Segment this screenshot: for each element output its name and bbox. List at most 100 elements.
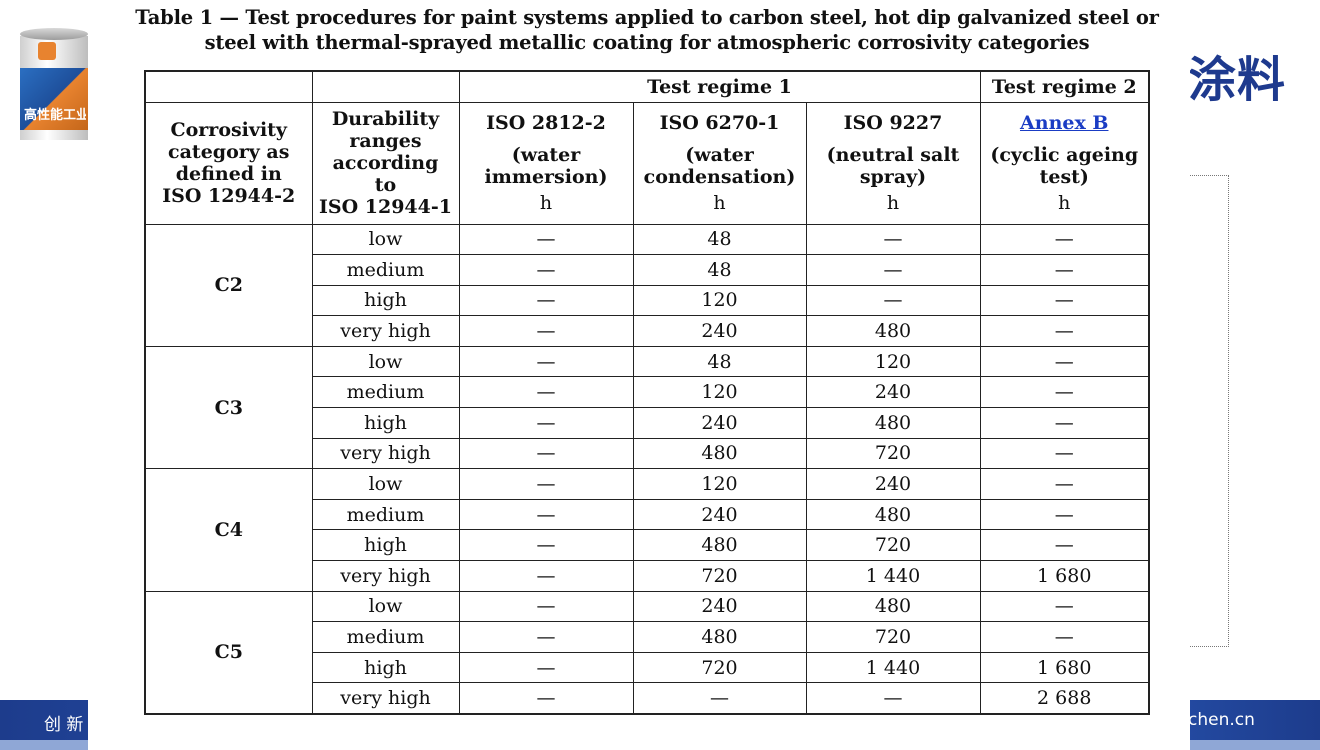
footer-left-text: 创 新	[44, 715, 84, 735]
table-row: C3 low —48 120—	[144, 345, 1150, 470]
iso-9227-cell: 480	[805, 498, 981, 531]
annex-b-cell: —	[979, 498, 1150, 531]
annex-b-header: Annex B (cyclic ageing test) h	[979, 101, 1150, 225]
table-row: high —480 720—	[145, 529, 1150, 562]
iso-2812-2-cell: —	[458, 468, 634, 500]
iso-9227-cell: 1 440	[805, 651, 981, 684]
durability-cell: high	[311, 407, 460, 439]
annex-b-cell: —	[979, 468, 1150, 500]
iso-2812-2-cell: —	[458, 437, 634, 470]
durability-cell: medium	[311, 254, 460, 286]
corrosivity-category-header: Corrosivity category as defined in ISO 1…	[144, 101, 313, 225]
table-title-line1: Table 1 — Test procedures for paint syst…	[135, 6, 1159, 29]
iso-9227-cell: —	[805, 284, 981, 317]
iso-6270-1-cell: 720	[632, 651, 807, 684]
iso-9227-cell: 1 440	[805, 560, 981, 592]
annex-b-cell: —	[979, 315, 1150, 347]
iso-6270-1-cell: 120	[632, 468, 807, 500]
iso-6270-1-cell: 240	[632, 590, 807, 623]
annex-b-cell: —	[979, 345, 1150, 378]
table-row: high —120— —	[145, 284, 1150, 317]
durability-cell: very high	[311, 560, 460, 592]
durability-cell: high	[311, 529, 460, 562]
iso-6270-1-cell: 480	[632, 529, 807, 562]
iso-2812-2-cell: —	[458, 682, 634, 715]
durability-cell: low	[311, 223, 460, 256]
durability-cell: low	[311, 590, 460, 623]
iso-2812-2-cell: —	[458, 376, 634, 409]
iso-2812-2-cell: —	[458, 560, 634, 592]
durability-cell: medium	[311, 498, 460, 531]
iso-2812-2-cell: —	[458, 529, 634, 562]
iso-2812-2-cell: —	[458, 590, 634, 623]
iso-6270-1-cell: 48	[632, 345, 807, 378]
table-row: medium —240 480—	[145, 498, 1150, 531]
table-title: Table 1 — Test procedures for paint syst…	[88, 5, 1206, 55]
iso-6270-1-cell: 240	[632, 407, 807, 439]
iso-9227-cell: 480	[805, 590, 981, 623]
unit-label: h	[1058, 192, 1071, 214]
iso-6270-1-cell: —	[632, 682, 807, 715]
annex-b-cell: —	[979, 254, 1150, 286]
durability-cell: very high	[311, 437, 460, 470]
durability-cell: low	[311, 345, 460, 378]
annex-b-cell: —	[979, 590, 1150, 623]
iso-9227-cell: 720	[805, 621, 981, 653]
table-row: very high — — —2 688	[145, 682, 1150, 715]
iso-2812-2-cell: —	[458, 284, 634, 317]
iso-9227-cell: 240	[805, 468, 981, 500]
paint-can-band	[20, 68, 88, 130]
iso-6270-1-cell: 240	[632, 315, 807, 347]
category-cell: C4	[144, 468, 313, 592]
durability-cell: high	[311, 284, 460, 317]
iso-9227-cell: 480	[805, 315, 981, 347]
durability-cell: medium	[311, 621, 460, 653]
iso-6270-1-cell: 240	[632, 498, 807, 531]
iso-2812-2-cell: —	[458, 254, 634, 286]
durability-cell: low	[311, 468, 460, 500]
iso-2812-2-cell: —	[458, 315, 634, 347]
paint-can-logo	[38, 42, 56, 60]
iso-6270-1-header: ISO 6270-1 (water condensation) h	[632, 101, 807, 225]
footer-right-text: chen.cn	[1188, 710, 1255, 730]
header-empty-cell	[311, 70, 460, 103]
table-row: C2 low —48— —	[144, 223, 1150, 347]
iso-9227-cell: 120	[805, 345, 981, 378]
annex-b-cell: —	[979, 284, 1150, 317]
iso-2812-2-cell: —	[458, 621, 634, 653]
regime1-header: Test regime 1	[458, 70, 981, 103]
annex-b-link[interactable]: Annex B	[1020, 112, 1109, 134]
category-cell: C3	[144, 345, 313, 470]
annex-b-cell: 1 680	[979, 560, 1150, 592]
iso-6270-1-cell: 720	[632, 560, 807, 592]
iso-6270-1-cell: 480	[632, 437, 807, 470]
annex-b-cell: —	[979, 223, 1150, 256]
iso-9227-cell: 240	[805, 376, 981, 409]
iso-2812-2-cell: —	[458, 651, 634, 684]
annex-b-cell: 1 680	[979, 651, 1150, 684]
annex-b-cell: —	[979, 376, 1150, 409]
iso-6270-1-cell: 48	[632, 254, 807, 286]
durability-cell: high	[311, 651, 460, 684]
table-body: C2 low —48— — medium —48— — high —120— — very high…	[144, 223, 1150, 715]
iso-6270-1-cell: 48	[632, 223, 807, 256]
iso-9227-cell: 720	[805, 529, 981, 562]
iso-9227-cell: —	[805, 682, 981, 715]
annex-b-cell: —	[979, 437, 1150, 470]
iso-6270-1-cell: 120	[632, 376, 807, 409]
paint-can-lid	[20, 28, 88, 40]
iso-2812-2-cell: —	[458, 345, 634, 378]
header-empty-cell	[144, 70, 313, 103]
iso-6270-1-cell: 120	[632, 284, 807, 317]
document-panel: Table 1 — Test procedures for paint syst…	[88, 0, 1190, 750]
iso-6270-1-cell: 480	[632, 621, 807, 653]
unit-label: h	[713, 192, 726, 214]
unit-label: h	[886, 192, 900, 214]
table-row: C4 low —120 240—	[144, 468, 1150, 592]
annex-b-cell: —	[979, 407, 1150, 439]
iso-9227-header: ISO 9227 (neutral salt spray) h	[805, 101, 981, 225]
category-cell: C2	[144, 223, 313, 347]
durability-cell: very high	[311, 682, 460, 715]
durability-cell: very high	[311, 315, 460, 347]
iso-2812-2-cell: —	[458, 407, 634, 439]
